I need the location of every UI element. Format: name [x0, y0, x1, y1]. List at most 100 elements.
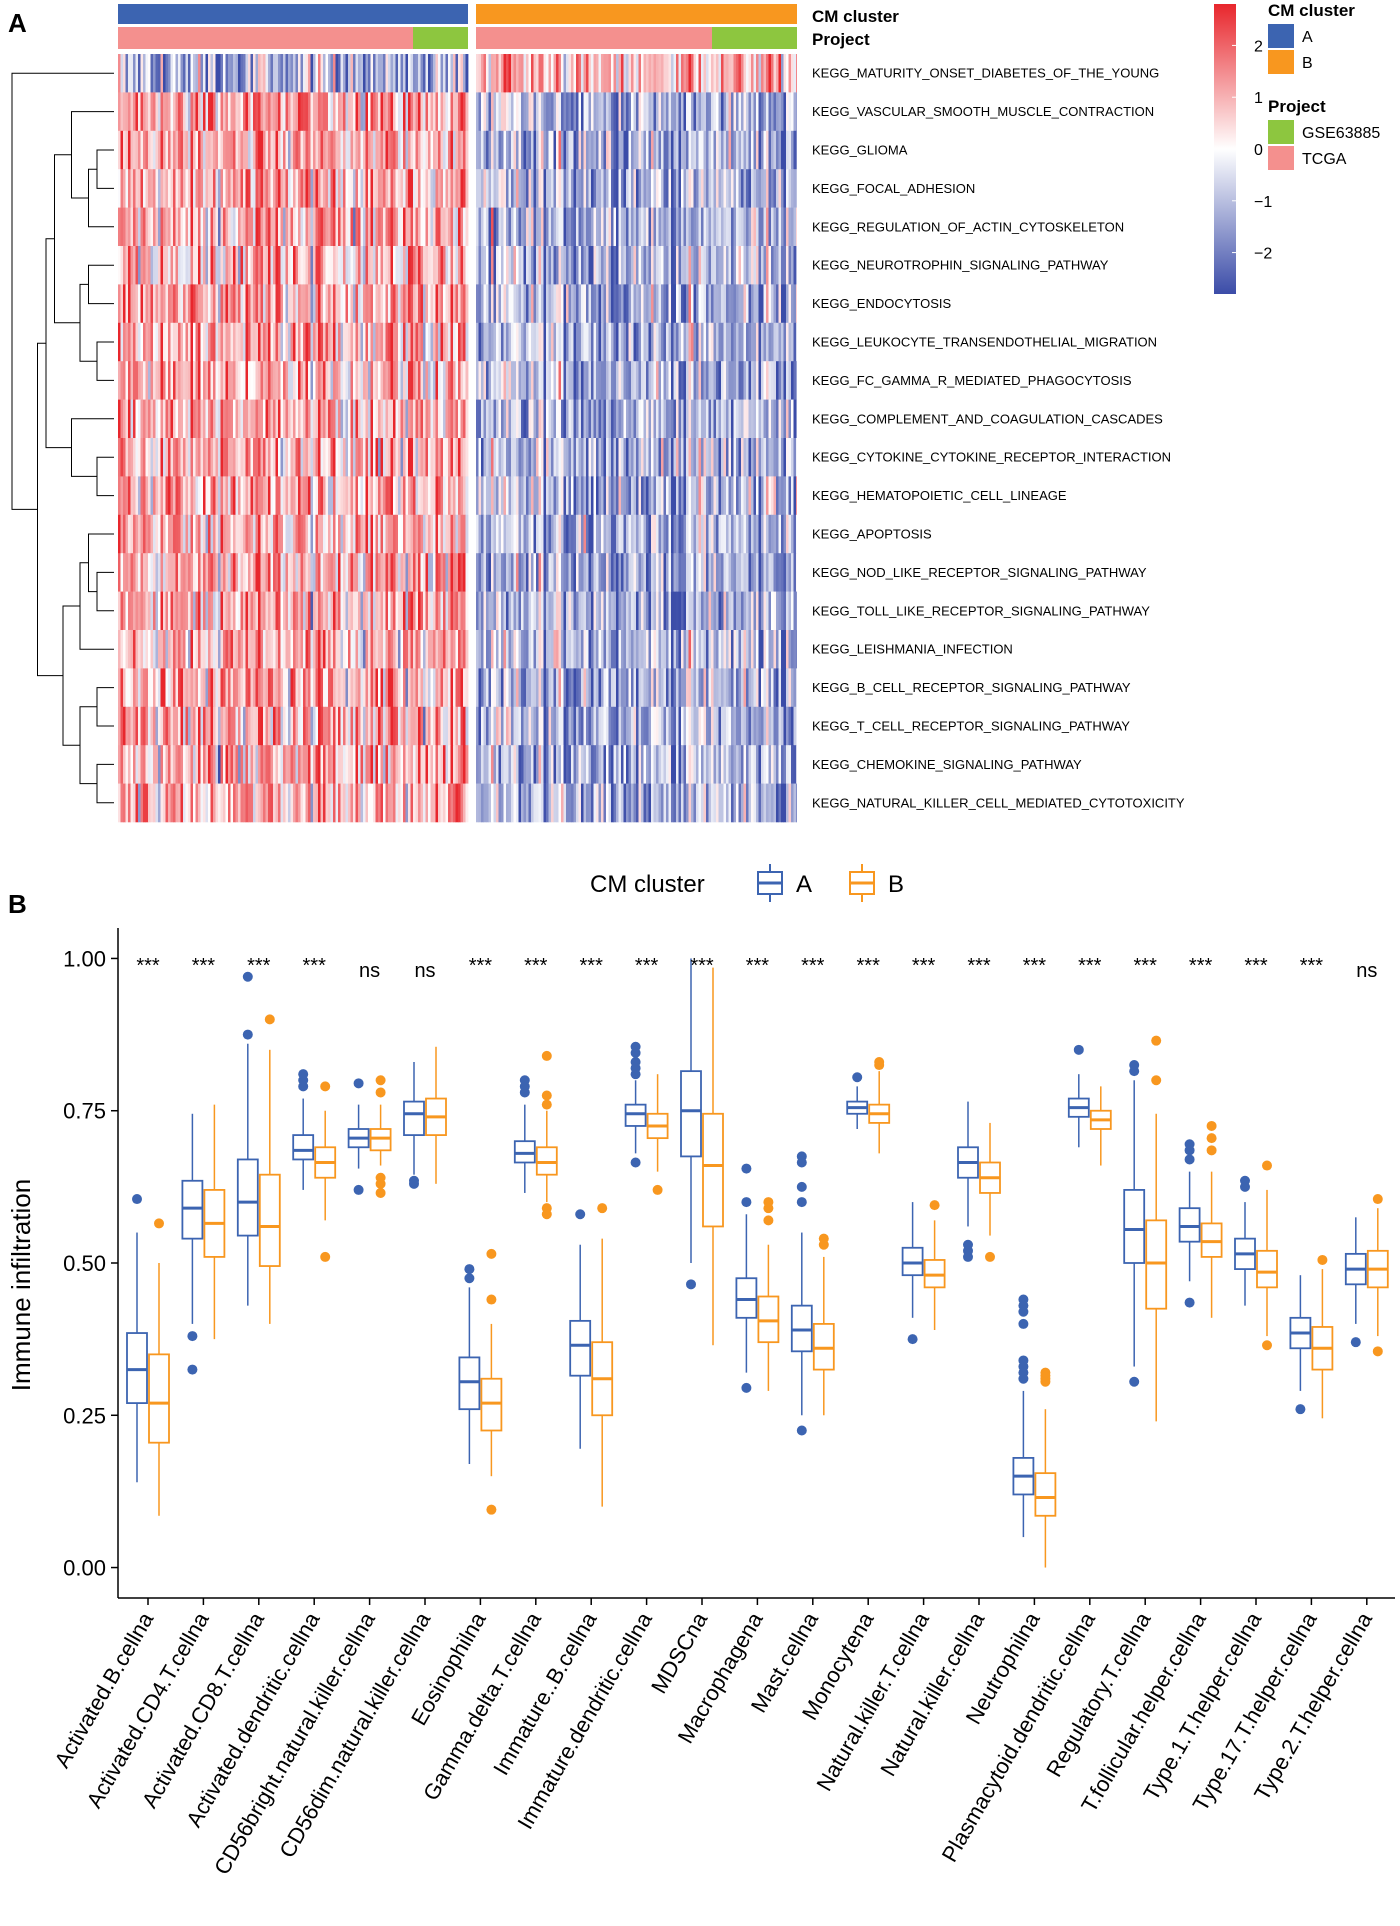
heatmap-cell — [783, 207, 787, 247]
heatmap-cell — [601, 553, 604, 592]
heatmap-cell — [165, 706, 169, 746]
heatmap-cell — [518, 361, 522, 400]
heatmap-cell — [313, 514, 316, 554]
heatmap-cell — [435, 553, 439, 592]
heatmap-cell — [403, 284, 406, 324]
heatmap-cell — [518, 591, 522, 631]
heatmap-cell — [295, 630, 299, 669]
heatmap-cell — [160, 630, 164, 669]
heatmap-cell — [420, 399, 424, 439]
heatmap-cell — [200, 246, 204, 285]
heatmap-cell — [140, 169, 144, 208]
heatmap-cell — [133, 668, 136, 708]
heatmap-cell — [408, 476, 411, 516]
heatmap-cell — [763, 668, 767, 708]
heatmap-cell — [303, 553, 306, 592]
heatmap-cell — [430, 322, 434, 362]
heatmap-cell — [636, 130, 639, 170]
heatmap-cell — [726, 591, 729, 631]
panel-label-a: A — [8, 8, 27, 38]
heatmap-cell — [168, 169, 171, 208]
heatmap-cell — [786, 207, 789, 247]
heatmap-cell — [633, 169, 637, 208]
heatmap-cell — [370, 745, 374, 784]
heatmap-cell — [205, 54, 209, 93]
heatmap-cell — [631, 591, 634, 631]
heatmap-cell — [593, 130, 597, 170]
heatmap-cell — [593, 438, 597, 477]
heatmap-cell — [573, 514, 577, 554]
heatmap-cell — [658, 246, 662, 285]
heatmap-cell — [193, 668, 196, 708]
heatmap-cell — [238, 92, 241, 132]
heatmap-cell — [205, 706, 209, 746]
heatmap-cell — [203, 399, 206, 439]
heatmap-cell — [128, 438, 131, 477]
heatmap-cell — [128, 745, 131, 784]
heatmap-cell — [533, 169, 537, 208]
heatmap-cell — [531, 399, 534, 439]
heatmap-cell — [345, 284, 349, 324]
heatmap-cell — [223, 399, 226, 439]
heatmap-cell — [300, 54, 304, 93]
heatmap-cell — [390, 630, 394, 669]
heatmap-cell — [526, 130, 529, 170]
heatmap-cell — [766, 668, 769, 708]
heatmap-cell — [576, 322, 579, 362]
heatmap-cell — [245, 361, 249, 400]
heatmap-cell — [571, 630, 574, 669]
heatmap-cell — [313, 745, 316, 784]
heatmap-cell — [148, 169, 151, 208]
heatmap-cell — [638, 553, 642, 592]
heatmap-cell — [458, 284, 461, 324]
heatmap-cell — [135, 630, 139, 669]
heatmap-cell — [506, 322, 509, 362]
heatmap-cell — [395, 361, 399, 400]
heatmap-cell — [683, 92, 687, 132]
heatmap-cell — [453, 54, 456, 93]
heatmap-cell — [138, 668, 141, 708]
heatmap-cell — [133, 169, 136, 208]
heatmap-cell — [155, 207, 159, 247]
heatmap-cell — [498, 399, 502, 439]
heatmap-cell — [701, 130, 704, 170]
heatmap-cell — [425, 476, 429, 516]
heatmap-cell — [463, 361, 466, 400]
heatmap-cell — [741, 553, 744, 592]
heatmap-cell — [516, 361, 519, 400]
heatmap-cell — [706, 438, 709, 477]
heatmap-cell — [293, 514, 296, 554]
heatmap-cell — [631, 169, 634, 208]
heatmap-cell — [728, 169, 732, 208]
heatmap-cell — [598, 553, 602, 592]
heatmap-cell — [561, 322, 564, 362]
heatmap-cell — [208, 361, 211, 400]
heatmap-cell — [338, 438, 341, 477]
heatmap-cell — [163, 745, 166, 784]
heatmap-cell — [493, 246, 497, 285]
heatmap-cell — [796, 553, 797, 592]
heatmap-cell — [486, 476, 489, 516]
heatmap-cell — [731, 399, 734, 439]
heatmap-cell — [493, 630, 497, 669]
heatmap-cell — [333, 438, 336, 477]
heatmap-cell — [118, 438, 121, 477]
heatmap-cell — [591, 92, 594, 132]
heatmap-cell — [395, 476, 399, 516]
heatmap-cell — [135, 553, 139, 592]
heatmap-cell — [350, 284, 354, 324]
heatmap-cell — [405, 92, 409, 132]
heatmap-cell — [598, 322, 602, 362]
heatmap-cell — [135, 322, 139, 362]
heatmap-cell — [703, 706, 707, 746]
heatmap-cell — [486, 399, 489, 439]
heatmap-cell — [423, 92, 426, 132]
heatmap-cell — [285, 514, 289, 554]
heatmap-cell — [448, 438, 451, 477]
heatmap-cell — [378, 745, 381, 784]
heatmap-cell — [315, 668, 319, 708]
heatmap-cell — [591, 284, 594, 324]
heatmap-cell — [243, 630, 246, 669]
heatmap-cell — [551, 284, 554, 324]
heatmap-cell — [583, 284, 587, 324]
